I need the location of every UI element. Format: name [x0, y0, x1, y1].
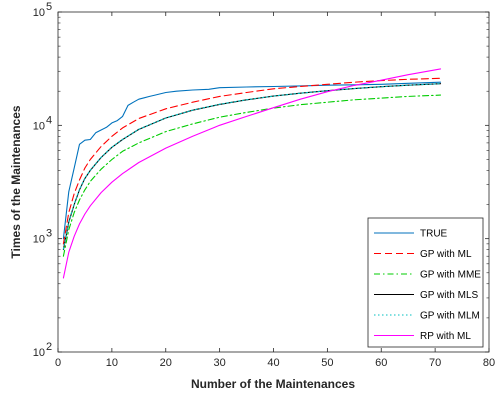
- legend-label-5: GP with MLM: [420, 311, 480, 322]
- x-tick-label: 50: [321, 357, 333, 369]
- series-line-1: [62, 81, 442, 240]
- series-line-6: [62, 68, 442, 279]
- x-axis-title: Number of the Maintenances: [191, 377, 355, 391]
- series-line-3: [62, 94, 442, 257]
- x-tick-label: 70: [429, 357, 441, 369]
- x-tick-label: 0: [55, 357, 61, 369]
- y-tick-label: 10: [33, 347, 45, 359]
- legend-label-2: GP with ML: [420, 249, 472, 260]
- y-tick-label: 10: [33, 120, 45, 132]
- y-tick-label-exponent: 5: [46, 1, 52, 13]
- legend-label-6: RP with ML: [420, 331, 471, 342]
- y-tick-label-exponent: 3: [46, 228, 52, 240]
- x-tick-label: 80: [483, 357, 495, 369]
- x-tick-label: 40: [267, 357, 279, 369]
- x-tick-label: 30: [214, 357, 226, 369]
- x-tick-label: 60: [375, 357, 387, 369]
- series-line-2: [62, 77, 442, 245]
- y-tick-label-exponent: 2: [46, 341, 52, 353]
- y-tick-label: 10: [33, 234, 45, 246]
- series-layer: [62, 68, 442, 279]
- legend-label-1: TRUE: [420, 229, 448, 240]
- x-tick-label: 10: [106, 357, 118, 369]
- legend-box: [367, 217, 484, 348]
- series-line-5: [62, 83, 442, 250]
- y-tick-label: 10: [33, 7, 45, 19]
- x-tick-label: 20: [160, 357, 172, 369]
- legend-items: TRUE GP with ML GP with MME GP with MLS GP w…: [374, 229, 481, 342]
- y-tick-label-exponent: 4: [46, 114, 52, 126]
- y-axis-title: Times of the Maintenances: [9, 105, 23, 258]
- legend-label-3: GP with MME: [420, 270, 481, 281]
- legend: TRUE GP with ML GP with MME GP with MLS GP w…: [367, 217, 484, 348]
- legend-label-4: GP with MLS: [420, 290, 478, 301]
